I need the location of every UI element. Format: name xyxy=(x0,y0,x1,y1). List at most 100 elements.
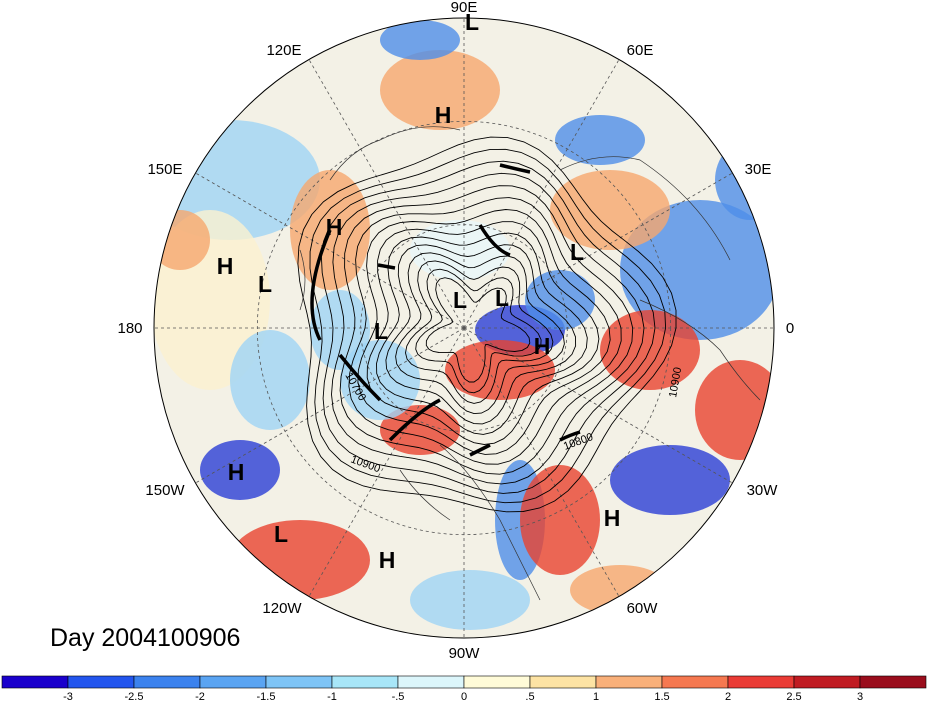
high-pressure-label: H xyxy=(217,253,234,279)
meridian-line xyxy=(463,59,620,329)
anomaly-patch xyxy=(154,210,210,270)
colorbar-tick-label: -1 xyxy=(327,691,337,702)
contour-label: 10900 xyxy=(667,366,684,398)
coastline xyxy=(329,126,461,181)
longitude-label: 0 xyxy=(786,320,794,337)
colorbar-tick-label: -2.5 xyxy=(125,691,144,702)
high-pressure-label: H xyxy=(534,333,551,359)
jet-contour xyxy=(377,263,396,270)
high-pressure-label: H xyxy=(435,102,452,128)
colorbar-tick-label: .5 xyxy=(525,691,534,702)
graticule xyxy=(154,18,774,638)
height-contour xyxy=(405,260,554,404)
anomaly-patch xyxy=(550,170,670,250)
coastlines xyxy=(299,126,761,601)
anomaly-patch xyxy=(380,50,500,130)
low-pressure-label: L xyxy=(274,521,288,547)
longitude-label: 150W xyxy=(145,482,185,499)
day-title: Day 2004100906 xyxy=(50,624,240,652)
colorbar-tick-label: 1.5 xyxy=(654,691,669,702)
colorbar-swatch xyxy=(661,675,729,689)
longitude-labels: 90E 60E 30E 0 30W 60W 90W 120W 150W 180 150E 120E xyxy=(117,0,794,662)
colorbar-tick-label: 2 xyxy=(725,691,731,702)
meridian-line xyxy=(463,327,733,484)
colorbar-swatch xyxy=(463,675,531,689)
anomaly-patch xyxy=(230,520,370,600)
colorbar-swatch xyxy=(727,675,795,689)
longitude-label: 90W xyxy=(449,645,481,662)
high-pressure-label: H xyxy=(228,459,245,485)
colorbar-swatch xyxy=(1,675,69,689)
colorbar-swatch xyxy=(331,675,399,689)
colorbar-swatch xyxy=(397,675,465,689)
jet-contour xyxy=(478,224,511,257)
height-contour xyxy=(376,232,588,435)
high-pressure-label: H xyxy=(604,505,621,531)
colorbar-tick-label: -2 xyxy=(195,691,205,702)
colorbar-swatch xyxy=(265,675,333,689)
low-pressure-label: L xyxy=(453,287,467,313)
height-contour xyxy=(385,244,577,425)
colorbar-swatch xyxy=(595,675,663,689)
anomaly-patch xyxy=(410,220,510,280)
height-contour xyxy=(415,268,542,394)
height-contour xyxy=(297,136,677,513)
high-pressure-label: H xyxy=(326,214,343,240)
height-contours xyxy=(297,136,677,513)
meridian-line xyxy=(463,327,620,597)
jet-contour xyxy=(310,229,332,341)
anomaly-patch xyxy=(555,115,645,165)
colorbar-tick-label: 1 xyxy=(593,691,599,702)
colorbar-swatch xyxy=(793,675,861,689)
meridian-line xyxy=(308,327,465,597)
height-contour xyxy=(339,185,634,475)
colorbar-swatch xyxy=(529,675,597,689)
anomaly-patch xyxy=(380,405,460,455)
height-contour xyxy=(309,148,667,504)
anomaly-patch xyxy=(695,360,774,460)
anomaly-patch xyxy=(340,340,420,420)
longitude-label: 120E xyxy=(266,42,301,59)
anomaly-patch xyxy=(600,310,700,390)
height-contour xyxy=(425,277,531,383)
anomaly-patch xyxy=(520,465,600,575)
anomaly-patch xyxy=(620,200,774,340)
high-pressure-label: H xyxy=(379,547,396,573)
anomaly-patch xyxy=(310,290,370,370)
colorbar-swatch xyxy=(199,675,267,689)
colorbar-tick-label: -3 xyxy=(63,691,73,702)
anomaly-patch xyxy=(410,570,530,630)
coastline xyxy=(639,299,761,401)
jet-contour xyxy=(499,163,531,174)
colorbar: -3 -2.5 -2 -1.5 -1 -.5 0 .5 1 1.5 2 2.5 3 xyxy=(1,675,927,702)
low-pressure-label: L xyxy=(374,318,388,344)
height-contour xyxy=(395,252,565,415)
height-contour xyxy=(357,209,611,455)
meridian-line xyxy=(463,172,733,329)
height-contour xyxy=(366,221,600,445)
longitude-label: 90E xyxy=(451,0,478,16)
colorbar-swatch xyxy=(133,675,201,689)
anomaly-patch xyxy=(380,20,460,60)
jet-contour xyxy=(559,430,581,442)
height-contour xyxy=(331,172,645,485)
longitude-label: 150E xyxy=(147,161,182,178)
jet-contour xyxy=(338,353,382,402)
meridian-line xyxy=(308,59,465,329)
longitude-label: 60W xyxy=(627,600,659,617)
height-contour xyxy=(348,197,622,465)
low-pressure-label: L xyxy=(570,239,584,265)
longitude-label: 60E xyxy=(627,42,654,59)
meridian-line xyxy=(195,172,465,329)
anomaly-patch xyxy=(200,440,280,500)
colorbar-tick-label: 2.5 xyxy=(786,691,801,702)
meridian-line xyxy=(195,327,465,484)
jet-contour xyxy=(388,398,441,442)
longitude-label: 30W xyxy=(747,482,779,499)
colorbar-swatch xyxy=(67,675,135,689)
coastline xyxy=(399,469,451,521)
coastline xyxy=(559,156,731,261)
low-pressure-label: L xyxy=(495,285,509,311)
